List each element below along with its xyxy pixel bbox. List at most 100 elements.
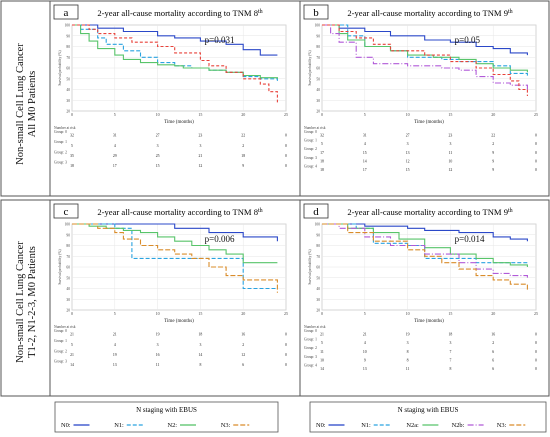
y-axis-label: Survival probability (%) — [308, 50, 312, 86]
risk-cell: 29 — [113, 154, 117, 158]
panel-title-text: 2-year all-cause mortality according to … — [97, 8, 258, 18]
risk-cell: 12 — [449, 168, 453, 172]
risk-cell: 21 — [363, 333, 367, 337]
y-tick-label: 50 — [316, 276, 320, 280]
y-axis-label: Survival probability (%) — [58, 50, 62, 86]
panel-title-sup: th — [258, 208, 263, 214]
risk-cell: 0 — [535, 151, 537, 155]
row-label-bottom-line1: Non-small Cell Lung Cancer — [15, 241, 26, 363]
y-tick-label: 40 — [316, 88, 320, 92]
risk-cell: 0 — [285, 164, 287, 168]
risk-cell: 5 — [71, 343, 73, 347]
legend-item-label: N0: — [316, 422, 326, 429]
risk-row-label: Group: 3 — [304, 355, 317, 359]
risk-cell: 17 — [113, 164, 117, 168]
risk-cell: 35 — [70, 154, 74, 158]
y-tick-label: 80 — [66, 45, 70, 49]
x-tick-label: 0 — [321, 311, 323, 316]
risk-cell: 21 — [320, 333, 324, 337]
x-tick-label: 0 — [71, 311, 73, 316]
km-curve-2 — [322, 223, 528, 267]
risk-cell: 9 — [364, 358, 366, 362]
risk-cell: 15 — [156, 164, 160, 168]
risk-cell: 10 — [363, 350, 367, 354]
risk-cell: 21 — [113, 333, 117, 337]
risk-cell: 11 — [449, 151, 453, 155]
y-axis-label: Survival probability (%) — [308, 249, 312, 285]
x-axis-label: Time (months) — [164, 120, 194, 125]
legend-title: N staging with EBUS — [398, 406, 459, 414]
risk-cell: 3 — [199, 144, 201, 148]
panel-c: c 2-year all-cause mortality according to… — [53, 203, 288, 367]
risk-cell: 0 — [535, 142, 537, 146]
plot-area: 20 30 40 50 60 70 80 90 100 0 5 10 15 20 25 Survival pr… — [308, 223, 538, 325]
panel-letter: a — [64, 7, 69, 19]
row-label-top-line2: All M0 Patients — [27, 70, 38, 138]
y-tick-label: 100 — [315, 24, 321, 28]
risk-row-label: Group: 2 — [304, 147, 317, 151]
km-curve-0 — [72, 223, 278, 242]
risk-cell: 12 — [241, 353, 245, 357]
legend-2: N staging with EBUS N0: N1: N2a: N2b: N3: — [309, 401, 547, 433]
legend-item-label: N2a: — [406, 422, 419, 429]
risk-cell: 0 — [535, 168, 537, 172]
risk-cell: 3 — [157, 144, 159, 148]
y-tick-label: 80 — [66, 244, 70, 248]
risk-cell: 9 — [492, 168, 494, 172]
risk-cell: 18 — [241, 154, 245, 158]
risk-table-header: Number at risk — [304, 126, 326, 130]
x-axis-label: Time (months) — [414, 319, 444, 324]
p-value: p=0.05 — [455, 35, 481, 45]
risk-cell: 3 — [157, 343, 159, 347]
x-tick-label: 15 — [198, 112, 202, 117]
y-tick-label: 30 — [316, 99, 320, 103]
risk-cell: 0 — [535, 341, 537, 345]
panel-a: a 2-year all-cause mortality according to… — [53, 4, 288, 168]
km-curve-4 — [322, 24, 528, 96]
legend-item-label: N2b: — [452, 422, 465, 429]
km-curve-4 — [322, 223, 528, 291]
risk-cell: 0 — [285, 363, 287, 367]
risk-cell: 12 — [406, 159, 410, 163]
p-value: p=0.006 — [205, 234, 235, 244]
risk-cell: 21 — [70, 333, 74, 337]
y-tick-label: 90 — [66, 233, 70, 237]
y-tick-label: 70 — [66, 56, 70, 60]
x-tick-label: 0 — [71, 112, 73, 117]
risk-row-label: Group: 1 — [54, 339, 67, 343]
risk-cell: 9 — [242, 164, 244, 168]
risk-cell: 25 — [156, 154, 160, 158]
risk-row-label: Group: 1 — [304, 338, 317, 342]
risk-row-label: Group: 0 — [304, 130, 317, 134]
panel-letter-box — [53, 203, 79, 219]
risk-cell: 3 — [449, 142, 451, 146]
row-box-bottom — [0, 199, 550, 397]
km-curve-3 — [322, 223, 528, 278]
x-tick-label: 5 — [114, 311, 116, 316]
panel-letter-box — [303, 203, 329, 219]
x-tick-label: 15 — [198, 311, 202, 316]
risk-cell: 2 — [242, 144, 244, 148]
risk-cell: 3 — [449, 341, 451, 345]
plot-area: 20 30 40 50 60 70 80 90 100 0 5 10 15 20 25 Survival pr… — [58, 223, 288, 325]
risk-row-label: Group: 4 — [304, 164, 317, 168]
y-tick-label: 20 — [66, 309, 70, 313]
legend-frame — [309, 401, 547, 433]
y-tick-label: 90 — [316, 34, 320, 38]
risk-row-label: Group: 0 — [54, 329, 67, 333]
risk-cell: 11 — [156, 363, 160, 367]
y-tick-label: 30 — [66, 298, 70, 302]
risk-cell: 11 — [320, 350, 324, 354]
panel-title-sup: th — [508, 9, 513, 15]
row-label-bottom: Non-small Cell Lung Cancer T1-2, N1-2-3,… — [15, 217, 39, 387]
panel-letter: b — [313, 7, 319, 19]
risk-row-label: Group: 1 — [54, 140, 67, 144]
y-axis-label: Survival probability (%) — [58, 249, 62, 285]
risk-cell: 18 — [449, 333, 453, 337]
x-tick-label: 5 — [114, 112, 116, 117]
panel-title-text: 2-year all-cause mortality according to … — [347, 207, 508, 217]
risk-cell: 0 — [285, 154, 287, 158]
risk-cell: 19 — [406, 333, 410, 337]
risk-cell: 5 — [321, 142, 323, 146]
